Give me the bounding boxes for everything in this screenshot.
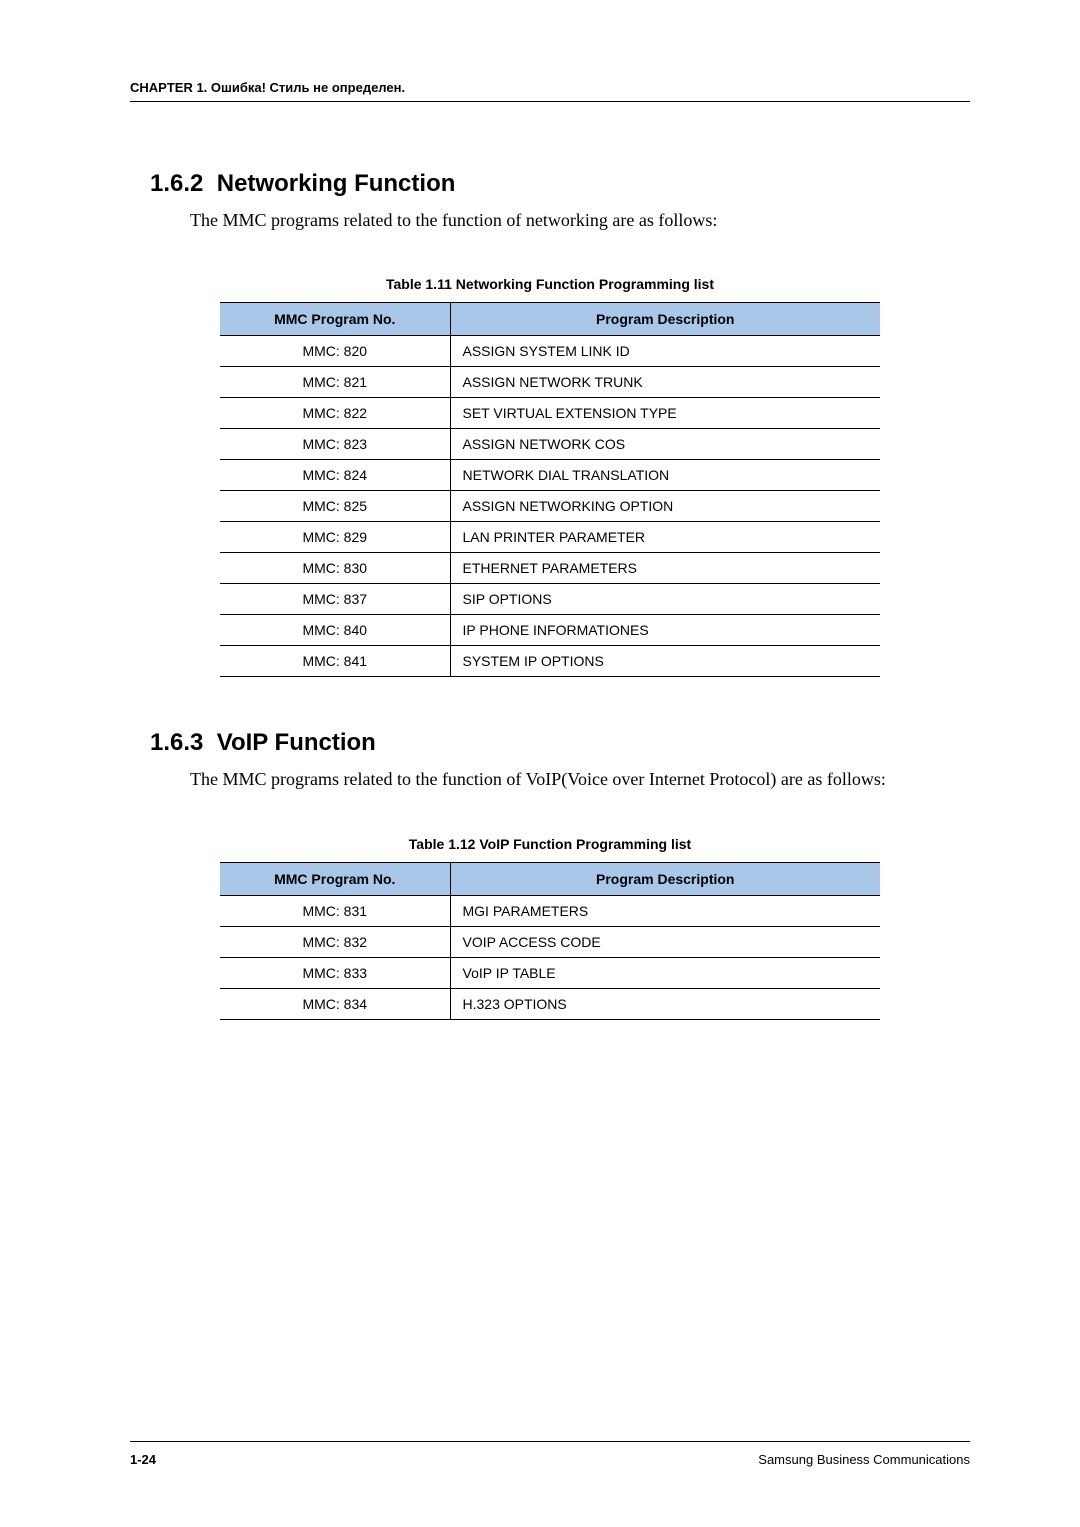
cell-program-no: MMC: 833 bbox=[220, 957, 450, 988]
cell-program-desc: ASSIGN NETWORK TRUNK bbox=[450, 367, 880, 398]
table-row: MMC: 823ASSIGN NETWORK COS bbox=[220, 429, 880, 460]
table-row: MMC: 831MGI PARAMETERS bbox=[220, 895, 880, 926]
cell-program-no: MMC: 825 bbox=[220, 491, 450, 522]
section-intro-networking: The MMC programs related to the function… bbox=[190, 208, 970, 232]
cell-program-desc: SIP OPTIONS bbox=[450, 584, 880, 615]
section-heading-voip: 1.6.3 VoIP Function bbox=[150, 729, 970, 757]
table-row: MMC: 840IP PHONE INFORMATIONES bbox=[220, 615, 880, 646]
cell-program-no: MMC: 829 bbox=[220, 522, 450, 553]
page-footer: 1-24 Samsung Business Communications bbox=[130, 1441, 970, 1467]
table-row: MMC: 822SET VIRTUAL EXTENSION TYPE bbox=[220, 398, 880, 429]
cell-program-desc: ASSIGN SYSTEM LINK ID bbox=[450, 336, 880, 367]
cell-program-desc: VOIP ACCESS CODE bbox=[450, 926, 880, 957]
table-row: MMC: 820ASSIGN SYSTEM LINK ID bbox=[220, 336, 880, 367]
cell-program-no: MMC: 832 bbox=[220, 926, 450, 957]
chapter-header: CHAPTER 1. Ошибка! Стиль не определен. bbox=[130, 80, 970, 95]
cell-program-no: MMC: 824 bbox=[220, 460, 450, 491]
table-header-row: MMC Program No. Program Description bbox=[220, 303, 880, 336]
voip-table: MMC Program No. Program Description MMC:… bbox=[220, 862, 880, 1020]
cell-program-desc: ASSIGN NETWORKING OPTION bbox=[450, 491, 880, 522]
page-number: 1-24 bbox=[130, 1452, 156, 1467]
cell-program-desc: SET VIRTUAL EXTENSION TYPE bbox=[450, 398, 880, 429]
cell-program-no: MMC: 840 bbox=[220, 615, 450, 646]
section-number: 1.6.3 bbox=[150, 729, 203, 756]
table-row: MMC: 833VoIP IP TABLE bbox=[220, 957, 880, 988]
cell-program-no: MMC: 841 bbox=[220, 646, 450, 677]
table-row: MMC: 830ETHERNET PARAMETERS bbox=[220, 553, 880, 584]
table-row: MMC: 829LAN PRINTER PARAMETER bbox=[220, 522, 880, 553]
cell-program-desc: NETWORK DIAL TRANSLATION bbox=[450, 460, 880, 491]
table-row: MMC: 837SIP OPTIONS bbox=[220, 584, 880, 615]
table-row: MMC: 832VOIP ACCESS CODE bbox=[220, 926, 880, 957]
table-row: MMC: 834H.323 OPTIONS bbox=[220, 988, 880, 1019]
table-row: MMC: 841SYSTEM IP OPTIONS bbox=[220, 646, 880, 677]
table-row: MMC: 825ASSIGN NETWORKING OPTION bbox=[220, 491, 880, 522]
cell-program-desc: ASSIGN NETWORK COS bbox=[450, 429, 880, 460]
col-header-program-desc: Program Description bbox=[450, 862, 880, 895]
table-caption-voip: Table 1.12 VoIP Function Programming lis… bbox=[130, 836, 970, 852]
col-header-program-no: MMC Program No. bbox=[220, 862, 450, 895]
footer-rule bbox=[130, 1441, 970, 1442]
cell-program-desc: IP PHONE INFORMATIONES bbox=[450, 615, 880, 646]
section-heading-networking: 1.6.2 Networking Function bbox=[150, 170, 970, 198]
table-row: MMC: 824NETWORK DIAL TRANSLATION bbox=[220, 460, 880, 491]
col-header-program-no: MMC Program No. bbox=[220, 303, 450, 336]
cell-program-no: MMC: 837 bbox=[220, 584, 450, 615]
table-caption-networking: Table 1.11 Networking Function Programmi… bbox=[130, 276, 970, 292]
cell-program-no: MMC: 834 bbox=[220, 988, 450, 1019]
col-header-program-desc: Program Description bbox=[450, 303, 880, 336]
section-title: Networking Function bbox=[217, 170, 456, 197]
cell-program-no: MMC: 830 bbox=[220, 553, 450, 584]
table-header-row: MMC Program No. Program Description bbox=[220, 862, 880, 895]
cell-program-desc: VoIP IP TABLE bbox=[450, 957, 880, 988]
cell-program-desc: LAN PRINTER PARAMETER bbox=[450, 522, 880, 553]
cell-program-desc: MGI PARAMETERS bbox=[450, 895, 880, 926]
header-rule bbox=[130, 101, 970, 102]
cell-program-desc: SYSTEM IP OPTIONS bbox=[450, 646, 880, 677]
section-title: VoIP Function bbox=[217, 729, 376, 756]
cell-program-desc: ETHERNET PARAMETERS bbox=[450, 553, 880, 584]
footer-publisher: Samsung Business Communications bbox=[758, 1452, 970, 1467]
cell-program-no: MMC: 822 bbox=[220, 398, 450, 429]
networking-table: MMC Program No. Program Description MMC:… bbox=[220, 302, 880, 677]
cell-program-desc: H.323 OPTIONS bbox=[450, 988, 880, 1019]
cell-program-no: MMC: 820 bbox=[220, 336, 450, 367]
cell-program-no: MMC: 823 bbox=[220, 429, 450, 460]
section-number: 1.6.2 bbox=[150, 170, 203, 197]
table-row: MMC: 821ASSIGN NETWORK TRUNK bbox=[220, 367, 880, 398]
cell-program-no: MMC: 831 bbox=[220, 895, 450, 926]
section-intro-voip: The MMC programs related to the function… bbox=[190, 767, 970, 791]
cell-program-no: MMC: 821 bbox=[220, 367, 450, 398]
